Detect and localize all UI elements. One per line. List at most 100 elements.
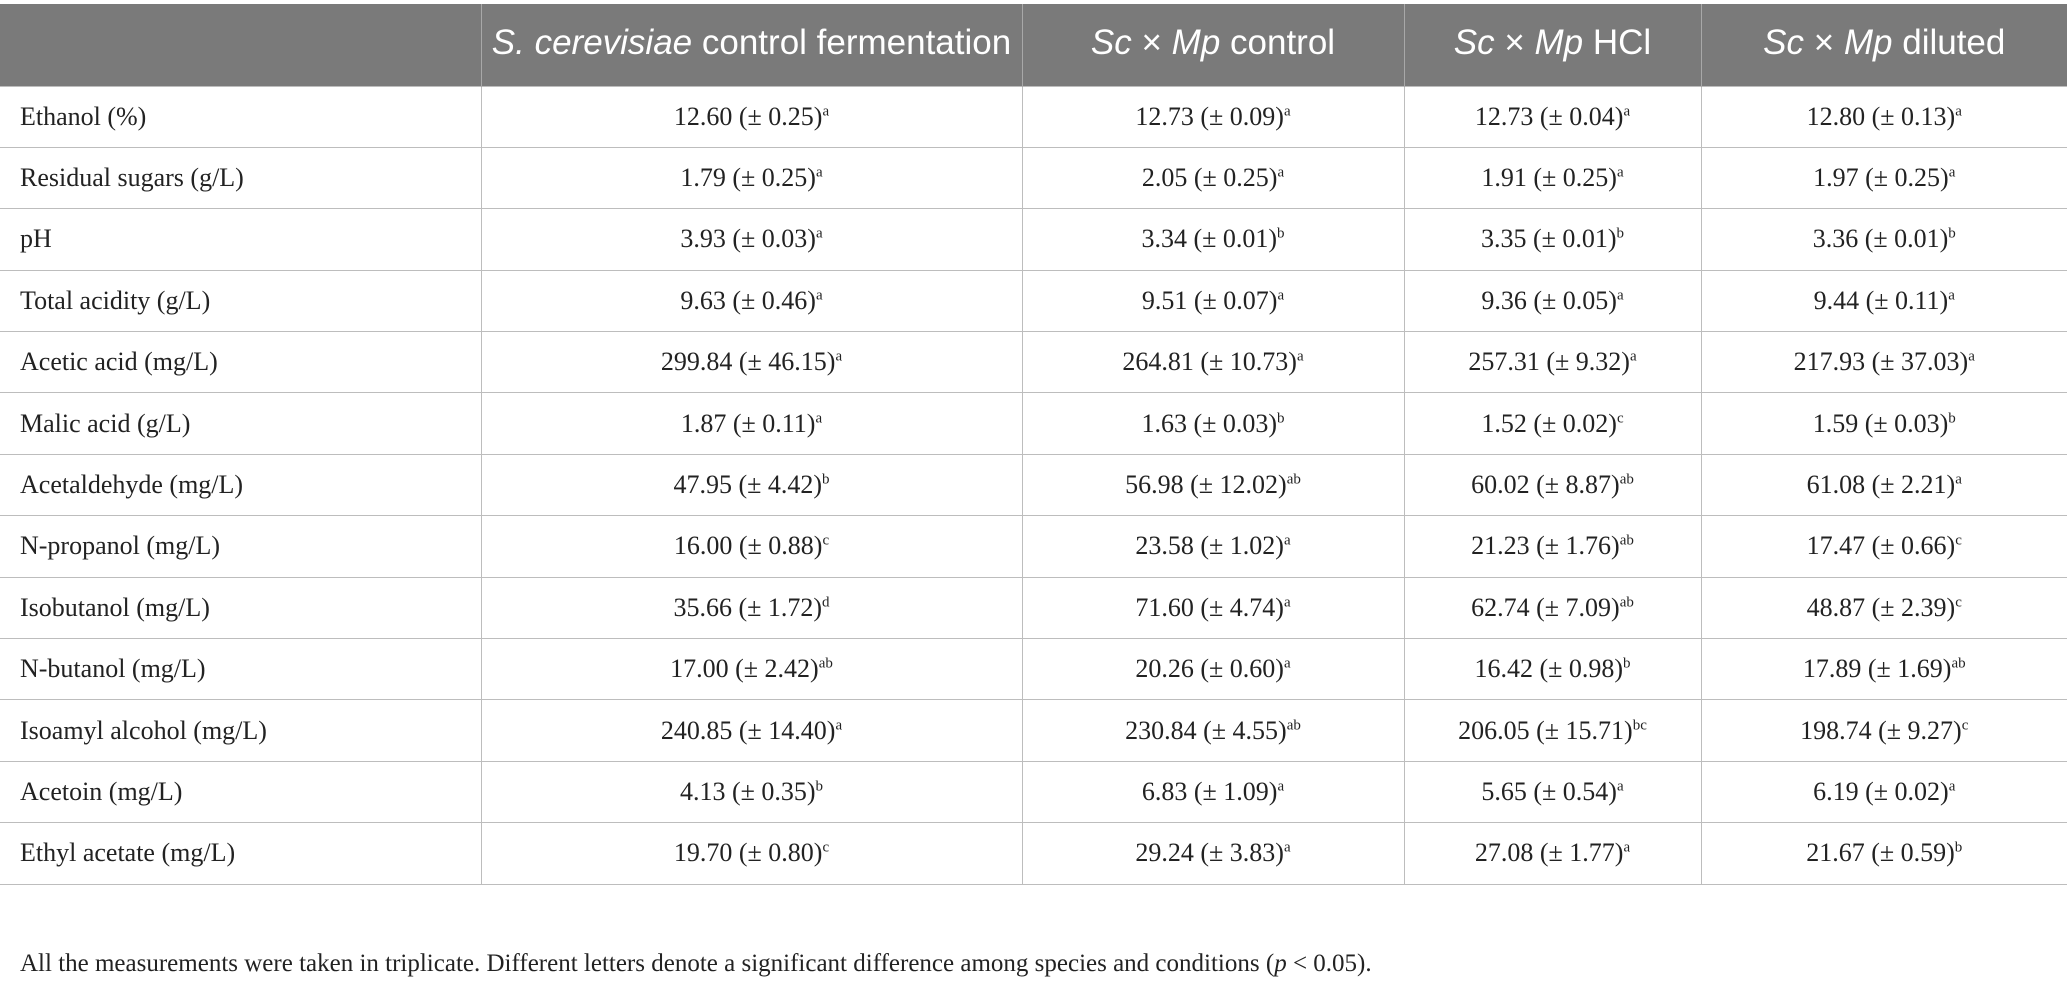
table-footnote: All the measurements were taken in tripl… <box>20 950 1372 978</box>
value-cell: 3.35 (± 0.01)b <box>1403 208 1701 271</box>
value-cell: 17.00 (± 2.42)ab <box>480 638 1022 700</box>
significance-letter: a <box>1277 164 1285 181</box>
cell-value: 23.58 (± 1.02) <box>1135 531 1284 561</box>
value-cell: 16.00 (± 0.88)c <box>480 515 1022 578</box>
table-row: Ethanol (%) 12.60 (± 0.25)a 12.73 (± 0.09)… <box>0 85 2067 148</box>
value-cell: 21.23 (± 1.76)ab <box>1403 515 1701 578</box>
header-sc-species: S. cerevisiae <box>491 23 693 62</box>
value-cell: 2.05 (± 0.25)a <box>1021 146 1404 209</box>
row-label: Ethyl acetate (mg/L) <box>0 822 481 885</box>
value-cell: 56.98 (± 12.02)ab <box>1021 453 1404 516</box>
header-scmp-diluted: Sc × Mp diluted <box>1700 4 2067 86</box>
value-cell: 206.05 (± 15.71)bc <box>1403 699 1701 762</box>
value-cell: 21.67 (± 0.59)b <box>1700 822 2067 885</box>
significance-letter: b <box>1616 225 1625 242</box>
value-cell: 4.13 (± 0.35)b <box>480 760 1022 823</box>
cell-value: 47.95 (± 4.42) <box>673 470 823 500</box>
cell-value: 206.05 (± 15.71) <box>1458 715 1633 745</box>
cell-value: 19.70 (± 0.80) <box>673 838 823 868</box>
significance-letter: a <box>1616 164 1624 181</box>
table-row: N-butanol (mg/L) 17.00 (± 2.42)ab 20.26 (±… <box>0 638 2067 700</box>
significance-letter: b <box>1948 225 1956 242</box>
header-sc-control: S. cerevisiae control fermentation <box>480 4 1022 86</box>
cell-value: 12.60 (± 0.25) <box>673 101 823 131</box>
table-row: Acetaldehyde (mg/L) 47.95 (± 4.42)b 56.98 … <box>0 453 2067 516</box>
value-cell: 61.08 (± 2.21)a <box>1700 453 2067 516</box>
significance-letter: a <box>1948 164 1956 181</box>
value-cell: 29.24 (± 3.83)a <box>1021 822 1404 885</box>
value-cell: 230.84 (± 4.55)ab <box>1021 699 1404 762</box>
cell-value: 3.35 (± 0.01) <box>1480 224 1617 254</box>
value-cell: 1.63 (± 0.03)b <box>1021 392 1404 455</box>
value-cell: 48.87 (± 2.39)c <box>1700 576 2067 639</box>
row-label: N-propanol (mg/L) <box>0 515 481 578</box>
cell-value: 299.84 (± 46.15) <box>660 347 836 377</box>
cell-value: 16.42 (± 0.98) <box>1474 654 1624 684</box>
cell-value: 2.05 (± 0.25) <box>1141 163 1278 193</box>
significance-letter: a <box>1955 103 1962 120</box>
value-cell: 23.58 (± 1.02)a <box>1021 515 1404 578</box>
cell-value: 21.67 (± 0.59) <box>1806 838 1955 868</box>
cell-value: 1.59 (± 0.03) <box>1812 408 1949 438</box>
significance-letter: a <box>822 103 830 120</box>
header-scmp-hcl-mp: Mp <box>1534 23 1584 62</box>
header-scmp-diluted-sc: Sc <box>1763 23 1804 62</box>
table-row: N-propanol (mg/L) 16.00 (± 0.88)c 23.58 (±… <box>0 515 2067 578</box>
header-scmp-hcl: Sc × Mp HCl <box>1403 4 1701 86</box>
value-cell: 62.74 (± 7.09)ab <box>1403 576 1701 639</box>
value-cell: 20.26 (± 0.60)a <box>1021 638 1404 700</box>
table-body: Ethanol (%) 12.60 (± 0.25)a 12.73 (± 0.09)… <box>0 85 2067 885</box>
significance-letter: a <box>1283 103 1291 120</box>
significance-letter: a <box>1616 287 1624 304</box>
significance-letter: b <box>1954 839 1963 856</box>
header-scmp-control: Sc × Mp control <box>1021 4 1404 86</box>
cell-value: 29.24 (± 3.83) <box>1135 838 1284 868</box>
header-scmp-control-rest: control <box>1220 23 1336 62</box>
cell-value: 12.80 (± 0.13) <box>1806 101 1956 131</box>
significance-letter: a <box>815 409 823 426</box>
significance-letter: a <box>1629 348 1637 365</box>
value-cell: 198.74 (± 9.27)c <box>1700 699 2067 762</box>
header-sc-rest: control fermentation <box>692 23 1012 62</box>
significance-letter: a <box>1948 287 1955 304</box>
significance-letter: a <box>1968 348 1975 365</box>
cell-value: 1.87 (± 0.11) <box>680 408 816 438</box>
header-scmp-diluted-x: × <box>1803 23 1844 62</box>
significance-letter: b <box>822 471 830 488</box>
significance-letter: a <box>815 164 823 181</box>
cell-value: 217.93 (± 37.03) <box>1793 347 1969 377</box>
value-cell: 12.80 (± 0.13)a <box>1700 85 2067 148</box>
cell-value: 9.63 (± 0.46) <box>680 285 816 315</box>
significance-letter: ab <box>1951 655 1966 672</box>
table-row: Total acidity (g/L) 9.63 (± 0.46)a 9.51 (±… <box>0 269 2067 332</box>
cell-value: 48.87 (± 2.39) <box>1806 592 1956 622</box>
cell-value: 27.08 (± 1.77) <box>1474 838 1624 868</box>
value-cell: 6.19 (± 0.02)a <box>1700 760 2067 823</box>
significance-letter: c <box>822 839 830 856</box>
row-label: N-butanol (mg/L) <box>0 638 481 700</box>
significance-letter: a <box>1623 103 1631 120</box>
value-cell: 6.83 (± 1.09)a <box>1021 760 1404 823</box>
cell-value: 1.97 (± 0.25) <box>1813 163 1949 193</box>
value-cell: 1.59 (± 0.03)b <box>1700 392 2067 455</box>
value-cell: 299.84 (± 46.15)a <box>480 331 1022 393</box>
value-cell: 27.08 (± 1.77)a <box>1403 822 1701 885</box>
value-cell: 16.42 (± 0.98)b <box>1403 638 1701 700</box>
significance-letter: b <box>1623 655 1631 672</box>
significance-letter: ab <box>1286 471 1301 488</box>
cell-value: 71.60 (± 4.74) <box>1135 592 1284 622</box>
row-label: Isoamyl alcohol (mg/L) <box>0 699 481 762</box>
value-cell: 9.63 (± 0.46)a <box>480 269 1022 332</box>
cell-value: 20.26 (± 0.60) <box>1135 654 1284 684</box>
cell-value: 62.74 (± 7.09) <box>1471 592 1620 622</box>
header-scmp-control-mp: Mp <box>1171 23 1221 62</box>
significance-letter: a <box>1283 839 1291 856</box>
cell-value: 3.34 (± 0.01) <box>1141 224 1278 254</box>
cell-value: 1.79 (± 0.25) <box>680 163 816 193</box>
value-cell: 12.73 (± 0.04)a <box>1403 85 1701 148</box>
significance-letter: c <box>1961 716 1969 733</box>
significance-letter: a <box>815 225 823 242</box>
significance-letter: ab <box>818 655 833 672</box>
significance-letter: a <box>1283 594 1291 611</box>
cell-value: 6.19 (± 0.02) <box>1813 776 1949 806</box>
